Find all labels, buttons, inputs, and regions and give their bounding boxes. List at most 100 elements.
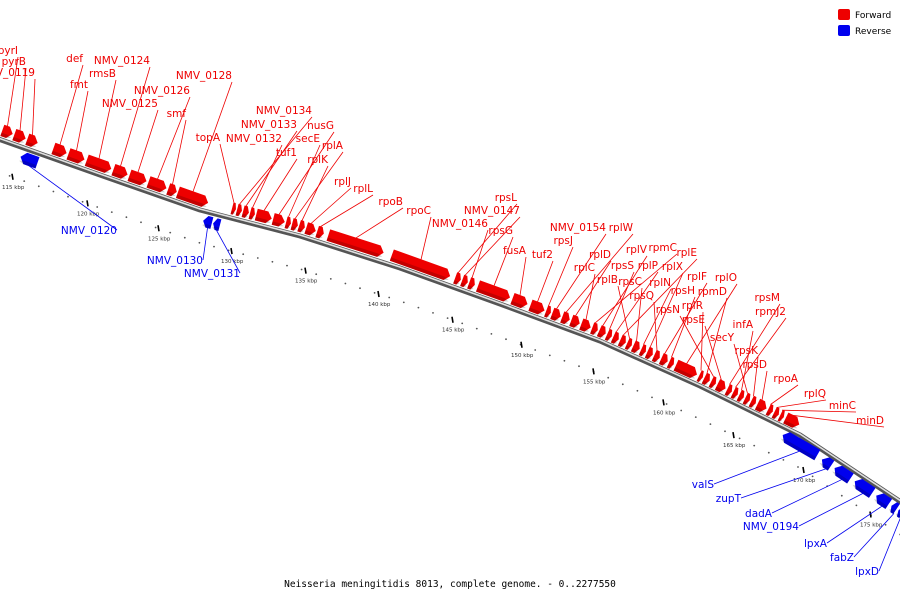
gene-rpsq[interactable] xyxy=(651,349,662,363)
gene-rpmj2[interactable] xyxy=(730,386,741,400)
gene-rpln[interactable] xyxy=(638,344,648,357)
label-rpsg[interactable]: rpsG xyxy=(488,225,513,237)
gene-mind[interactable] xyxy=(783,412,802,430)
label-rpln[interactable]: rplN xyxy=(649,277,671,289)
label-rpob[interactable]: rpoB xyxy=(378,196,403,208)
label-rplw[interactable]: rplW xyxy=(609,222,634,234)
gene-rpss[interactable] xyxy=(604,328,614,342)
label-mind[interactable]: minD xyxy=(856,415,884,427)
label-nmv-0124[interactable]: NMV_0124 xyxy=(94,55,150,67)
gene-nmv-0126[interactable] xyxy=(146,176,169,194)
gene-nmv-0125[interactable] xyxy=(127,169,149,187)
gene-nmv-0124[interactable] xyxy=(111,164,129,180)
gene-rpsh[interactable] xyxy=(666,356,676,370)
label-rpsh[interactable]: rpsH xyxy=(671,285,695,297)
gene-minc[interactable] xyxy=(777,409,787,423)
label-rpoc[interactable]: rpoC xyxy=(406,205,431,217)
label-nmv-0146[interactable]: NMV_0146 xyxy=(432,218,488,230)
label-nmv-0131[interactable]: NMV_0131 xyxy=(184,268,240,280)
gene-rpsn[interactable] xyxy=(708,376,719,389)
label-rplr[interactable]: rplR xyxy=(682,300,703,312)
gene-rplq[interactable] xyxy=(771,407,782,420)
gene-rpld[interactable] xyxy=(569,314,582,329)
gene-rmsb[interactable] xyxy=(84,154,114,175)
gene-rpsl[interactable] xyxy=(453,272,463,285)
label-tuf2[interactable]: tuf2 xyxy=(532,249,553,261)
label-rplp[interactable]: rplP xyxy=(638,260,658,272)
legend-item-forward[interactable]: Forward xyxy=(838,9,891,21)
label-pyri[interactable]: pyrI xyxy=(0,45,18,57)
label-sece[interactable]: secE xyxy=(296,133,320,145)
label-rplj[interactable]: rplJ xyxy=(334,176,351,188)
gene-infa[interactable] xyxy=(736,389,747,403)
label-rpss[interactable]: rpsS xyxy=(611,260,634,272)
gene-nmv-0134[interactable] xyxy=(235,203,244,217)
gene-rpmd[interactable] xyxy=(701,372,713,386)
label-lpxa[interactable]: lpxA xyxy=(804,538,828,550)
label-fusa[interactable]: fusA xyxy=(503,245,527,257)
label-nmv-0147[interactable]: NMV_0147 xyxy=(464,205,520,217)
label-nmv-0119[interactable]: NMV_0119 xyxy=(0,67,35,79)
gene-sece[interactable] xyxy=(284,216,293,230)
label-fabz[interactable]: fabZ xyxy=(830,552,854,564)
label-nmv-0120[interactable]: NMV_0120 xyxy=(61,225,117,237)
legend-item-reverse[interactable]: Reverse xyxy=(838,25,892,37)
gene-rpob[interactable] xyxy=(326,229,386,258)
label-rplv[interactable]: rplV xyxy=(626,244,648,256)
label-rpsj[interactable]: rpsJ xyxy=(553,235,573,247)
gene-rpoa[interactable] xyxy=(765,404,776,417)
label-nmv-0134[interactable]: NMV_0134 xyxy=(256,105,312,117)
label-nmv-0132[interactable]: NMV_0132 xyxy=(226,133,282,145)
label-rpsq[interactable]: rpsQ xyxy=(629,290,654,302)
gene-rplo[interactable] xyxy=(673,359,700,380)
gene-rpse[interactable] xyxy=(714,379,728,394)
gene-lpxa[interactable] xyxy=(873,491,893,509)
label-tuf1[interactable]: tuf1 xyxy=(276,147,297,159)
label-rpmj2[interactable]: rpmJ2 xyxy=(755,306,786,318)
label-dada[interactable]: dadA xyxy=(745,508,773,520)
label-nmv-0133[interactable]: NMV_0133 xyxy=(241,119,297,131)
label-nusg[interactable]: nusG xyxy=(307,120,334,132)
gene-rpsk[interactable] xyxy=(748,395,759,409)
gene-rpsm[interactable] xyxy=(724,384,735,397)
label-rmsb[interactable]: rmsB xyxy=(89,68,116,80)
gene-rpll[interactable] xyxy=(315,225,325,240)
label-lpxd[interactable]: lpxD xyxy=(855,566,879,578)
gene-pyri[interactable] xyxy=(0,124,14,140)
label-nmv-0128[interactable]: NMV_0128 xyxy=(176,70,232,82)
label-minc[interactable]: minC xyxy=(829,400,856,412)
label-rpsd[interactable]: rpsD xyxy=(742,359,767,371)
label-rpsc[interactable]: rpsC xyxy=(618,276,642,288)
label-nmv-0126[interactable]: NMV_0126 xyxy=(134,85,190,97)
label-infa[interactable]: infA xyxy=(733,319,754,331)
gene-rpsg[interactable] xyxy=(475,280,512,303)
gene-nmv-0131[interactable] xyxy=(212,218,222,231)
gene-rplr[interactable] xyxy=(696,370,706,383)
label-rpll[interactable]: rplL xyxy=(353,183,373,195)
gene-nmv-0128[interactable] xyxy=(175,186,210,209)
label-rpoa[interactable]: rpoA xyxy=(773,373,798,385)
label-smf[interactable]: smf xyxy=(167,108,187,120)
gene-rpla[interactable] xyxy=(290,218,300,231)
gene-tuf1[interactable] xyxy=(254,208,274,225)
label-rpla[interactable]: rplA xyxy=(322,140,344,152)
gene-nmv-0194[interactable] xyxy=(851,476,876,498)
gene-nmv-0120[interactable] xyxy=(19,151,40,169)
gene-fusa[interactable] xyxy=(510,292,529,310)
gene-nmv-0154[interactable] xyxy=(550,307,563,322)
gene-rpmc[interactable] xyxy=(590,322,600,335)
label-vals[interactable]: valS xyxy=(692,479,715,491)
gene-rplf[interactable] xyxy=(658,353,670,367)
label-secy[interactable]: secY xyxy=(710,332,735,344)
gene-rpsj[interactable] xyxy=(544,305,553,318)
gene-nmv-0132[interactable] xyxy=(248,207,257,220)
label-rple[interactable]: rplE xyxy=(676,247,697,259)
label-pyrb[interactable]: pyrB xyxy=(2,56,26,68)
label-rpsn[interactable]: rpsN xyxy=(656,304,680,316)
label-rplq[interactable]: rplQ xyxy=(804,388,826,400)
gene-nusg[interactable] xyxy=(271,213,287,228)
gene-rpoc[interactable] xyxy=(389,249,452,281)
label-rplx[interactable]: rplX xyxy=(662,261,683,273)
label-fmt[interactable]: fmt xyxy=(70,79,88,91)
label-rplb[interactable]: rplB xyxy=(597,274,618,286)
